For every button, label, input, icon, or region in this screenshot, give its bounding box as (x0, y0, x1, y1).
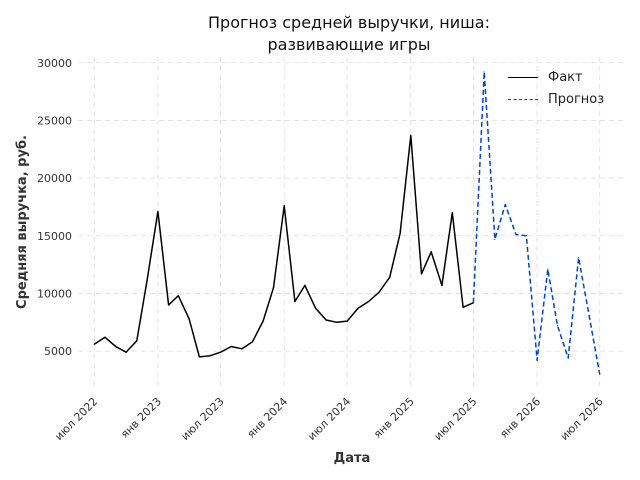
data-point-fact (272, 287, 275, 289)
legend-swatch-forecast (508, 98, 538, 100)
data-point-fact (410, 134, 412, 137)
data-point-fact (125, 351, 127, 353)
data-point-forecast (578, 257, 580, 259)
data-point-fact (93, 343, 95, 345)
chart-title-line-2: развивающие игры (267, 35, 431, 54)
data-point-fact (104, 336, 106, 338)
data-point-forecast (536, 359, 538, 361)
data-point-fact (146, 278, 148, 281)
data-point-forecast (504, 204, 506, 206)
x-tick-label: янв 2023 (118, 395, 164, 441)
x-tick-labels: июл 2022 янв 2023 июл 2023 янв 2024 июл 2024… (52, 395, 605, 443)
data-point-fact (325, 319, 327, 321)
y-tick-label: 30000 (37, 57, 72, 70)
data-point-fact (430, 251, 432, 253)
y-tick-labels: 5000 10000 15000 20000 25000 30000 (37, 57, 72, 358)
series-line-forecast (472, 71, 601, 375)
data-point-forecast (515, 234, 517, 236)
x-tick-label: июл 2023 (179, 395, 227, 443)
legend: Факт Прогноз (508, 66, 604, 110)
data-point-fact (378, 291, 380, 293)
data-point-forecast (547, 268, 549, 270)
x-tick-label: янв 2024 (244, 395, 290, 441)
data-point-forecast (567, 357, 569, 359)
data-point-fact (251, 341, 253, 343)
data-point-fact (304, 284, 306, 286)
data-point-fact (115, 345, 117, 348)
data-point-fact (168, 304, 170, 306)
data-point-forecast (483, 71, 485, 73)
data-point-fact (283, 205, 285, 207)
data-point-fact (188, 318, 190, 320)
data-point-fact (219, 351, 222, 353)
x-tick-label: июл 2026 (558, 395, 606, 443)
data-point-forecast (525, 235, 527, 237)
data-point-fact (157, 210, 159, 213)
data-point-fact (420, 273, 423, 275)
y-tick-label: 10000 (37, 287, 72, 300)
y-tick-label: 15000 (37, 230, 72, 243)
data-point-forecast (472, 302, 475, 304)
data-point-fact (451, 212, 453, 214)
data-point-fact (209, 355, 211, 357)
x-tick-label: июл 2024 (305, 395, 353, 443)
data-point-forecast (556, 325, 559, 327)
data-point-fact (336, 321, 338, 323)
data-point-forecast (494, 238, 496, 240)
data-point-fact (441, 284, 443, 286)
y-axis-label: Средняя выручка, руб. (15, 135, 30, 309)
y-tick-label: 5000 (44, 345, 72, 358)
grid (78, 57, 626, 388)
y-tick-label: 25000 (37, 114, 72, 127)
legend-label-forecast: Прогноз (548, 91, 605, 107)
legend-item-forecast: Прогноз (508, 88, 604, 110)
legend-label-fact: Факт (548, 69, 583, 85)
data-point-fact (136, 340, 138, 342)
data-point-fact (399, 232, 401, 235)
data-point-fact (198, 356, 201, 358)
data-point-fact (294, 300, 296, 303)
data-point-fact (241, 348, 243, 350)
data-point-fact (462, 306, 464, 308)
data-point-fact (357, 307, 359, 310)
data-point-fact (389, 276, 391, 278)
x-tick-label: янв 2026 (497, 395, 543, 441)
legend-swatch-fact (508, 76, 538, 78)
data-point-fact (177, 295, 179, 297)
x-tick-label: июл 2022 (52, 395, 100, 443)
y-tick-label: 20000 (37, 172, 72, 185)
chart-title-line-1: Прогноз средней выручки, ниша: (208, 13, 490, 32)
data-point-fact (230, 345, 232, 348)
x-tick-label: июл 2025 (432, 395, 480, 443)
legend-item-fact: Факт (508, 66, 604, 88)
data-point-fact (346, 320, 348, 322)
series-layer (93, 71, 601, 375)
data-point-forecast (588, 315, 590, 318)
x-tick-label: янв 2025 (371, 395, 417, 441)
data-point-fact (315, 307, 317, 310)
x-axis-label: Дата (334, 451, 371, 466)
data-point-forecast (599, 373, 601, 375)
data-point-fact (368, 300, 370, 303)
data-point-fact (262, 320, 264, 322)
